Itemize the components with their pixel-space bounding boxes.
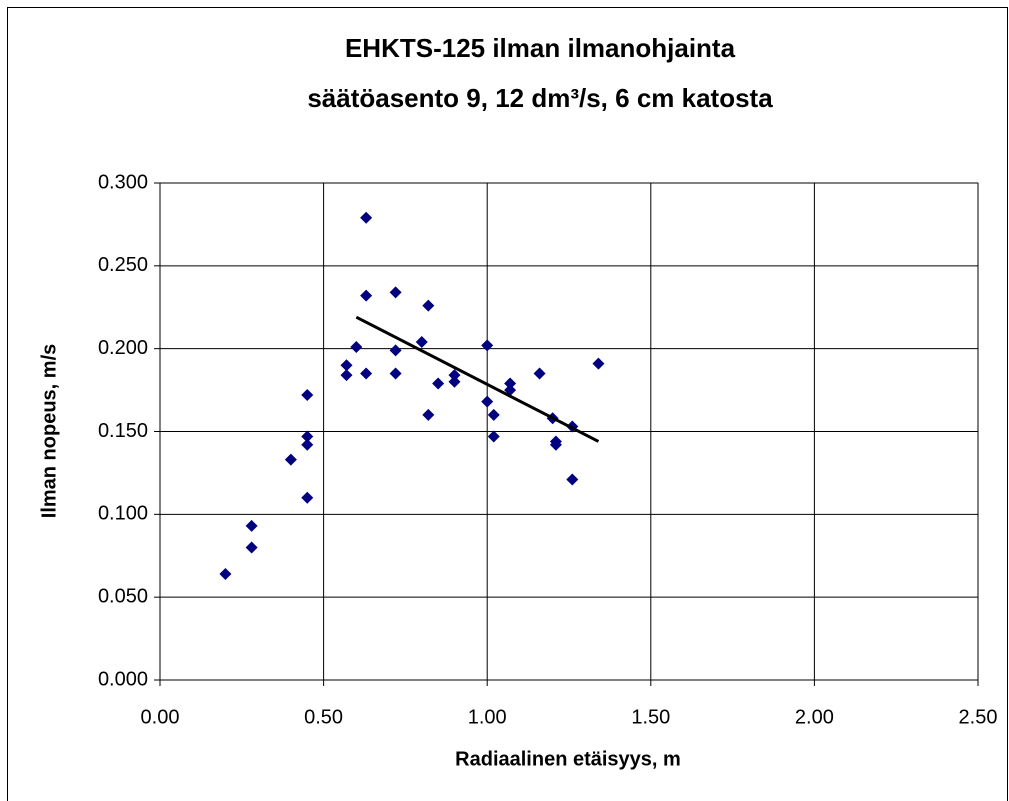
- data-point: [504, 377, 517, 390]
- data-point: [360, 289, 373, 302]
- y-tick-label: 0.250: [98, 254, 148, 276]
- data-point: [245, 519, 258, 532]
- x-tick-label: 1.00: [468, 706, 507, 728]
- data-point: [301, 491, 314, 504]
- y-tick-label: 0.050: [98, 585, 148, 607]
- y-tick-label: 0.200: [98, 337, 148, 359]
- data-point: [389, 286, 402, 299]
- chart-subtitle: säätöasento 9, 12 dm³/s, 6 cm katosta: [307, 83, 773, 113]
- x-tick-label: 2.00: [795, 706, 834, 728]
- data-point: [245, 541, 258, 554]
- x-tick-label: 2.50: [959, 706, 998, 728]
- data-point: [301, 438, 314, 451]
- data-point: [448, 375, 461, 388]
- data-point: [592, 357, 605, 370]
- x-tick-label: 0.00: [141, 706, 180, 728]
- trendline: [355, 315, 600, 443]
- data-point: [549, 438, 562, 451]
- data-point: [432, 377, 445, 390]
- data-point: [415, 336, 428, 349]
- data-point: [219, 567, 232, 580]
- data-point: [481, 395, 494, 408]
- data-point: [448, 369, 461, 382]
- chart-title: EHKTS-125 ilman ilmanohjainta: [345, 33, 736, 63]
- data-point: [389, 344, 402, 357]
- y-axis-label: Ilman nopeus, m/s: [38, 344, 60, 518]
- y-tick-label: 0.000: [98, 668, 148, 690]
- x-tick-label: 1.50: [631, 706, 670, 728]
- data-point: [340, 359, 353, 372]
- data-point: [340, 369, 353, 382]
- data-point: [487, 430, 500, 443]
- data-point: [360, 367, 373, 380]
- y-tick-label: 0.300: [98, 171, 148, 193]
- x-axis-label: Radiaalinen etäisyys, m: [455, 748, 681, 770]
- y-tick-label: 0.150: [98, 420, 148, 442]
- data-point: [487, 408, 500, 421]
- data-point: [350, 341, 363, 354]
- data-point: [389, 367, 402, 380]
- data-point: [422, 299, 435, 312]
- data-point: [481, 339, 494, 352]
- data-point: [533, 367, 546, 380]
- data-point: [360, 211, 373, 224]
- y-tick-label: 0.100: [98, 503, 148, 525]
- data-point: [422, 408, 435, 421]
- data-point: [566, 473, 579, 486]
- data-point: [301, 430, 314, 443]
- data-point: [284, 453, 297, 466]
- data-point: [301, 389, 314, 402]
- x-tick-label: 0.50: [304, 706, 343, 728]
